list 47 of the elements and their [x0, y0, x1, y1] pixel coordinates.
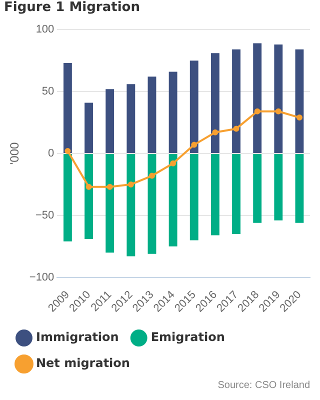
bar [148, 154, 156, 254]
bar [253, 154, 262, 223]
bar [84, 102, 93, 153]
y-tick-label: 50 [42, 86, 54, 98]
y-tick-label: 0 [48, 148, 54, 160]
point [275, 108, 282, 114]
bar [232, 49, 240, 153]
bar [295, 154, 304, 223]
bar [84, 154, 93, 239]
y-tick-label: −50 [36, 209, 54, 222]
bar [64, 63, 72, 153]
bar [148, 76, 156, 153]
y-tick-label: 100 [36, 24, 54, 36]
point [86, 184, 92, 190]
bar [64, 154, 72, 242]
bar [126, 84, 136, 153]
bar [253, 43, 262, 153]
bar [190, 60, 198, 153]
point [254, 108, 260, 114]
point [128, 181, 134, 188]
bar [190, 154, 198, 240]
point [233, 126, 240, 132]
point [191, 142, 198, 148]
point [296, 114, 302, 121]
bar [126, 154, 136, 256]
legend-label: Immigration [36, 330, 119, 344]
bar [274, 154, 283, 220]
point [212, 129, 218, 136]
chart-title: Figure 1 Migration [4, 0, 140, 16]
point [64, 148, 71, 154]
bar [295, 49, 304, 153]
y-tick-label: −100 [29, 271, 54, 284]
bar [168, 72, 178, 153]
bar [210, 53, 220, 153]
legend-label: Net migration [36, 356, 130, 370]
bar [210, 154, 220, 236]
bar [106, 154, 114, 253]
bar [232, 154, 240, 234]
point [170, 160, 176, 166]
legend-label: Emigration [150, 330, 225, 344]
y-axis-title: '000 [8, 142, 22, 165]
bar [168, 154, 178, 246]
point [148, 172, 155, 179]
bar [106, 89, 114, 153]
bar [274, 44, 283, 153]
point [106, 184, 113, 190]
source-note: Source: CSO Ireland [218, 380, 310, 391]
